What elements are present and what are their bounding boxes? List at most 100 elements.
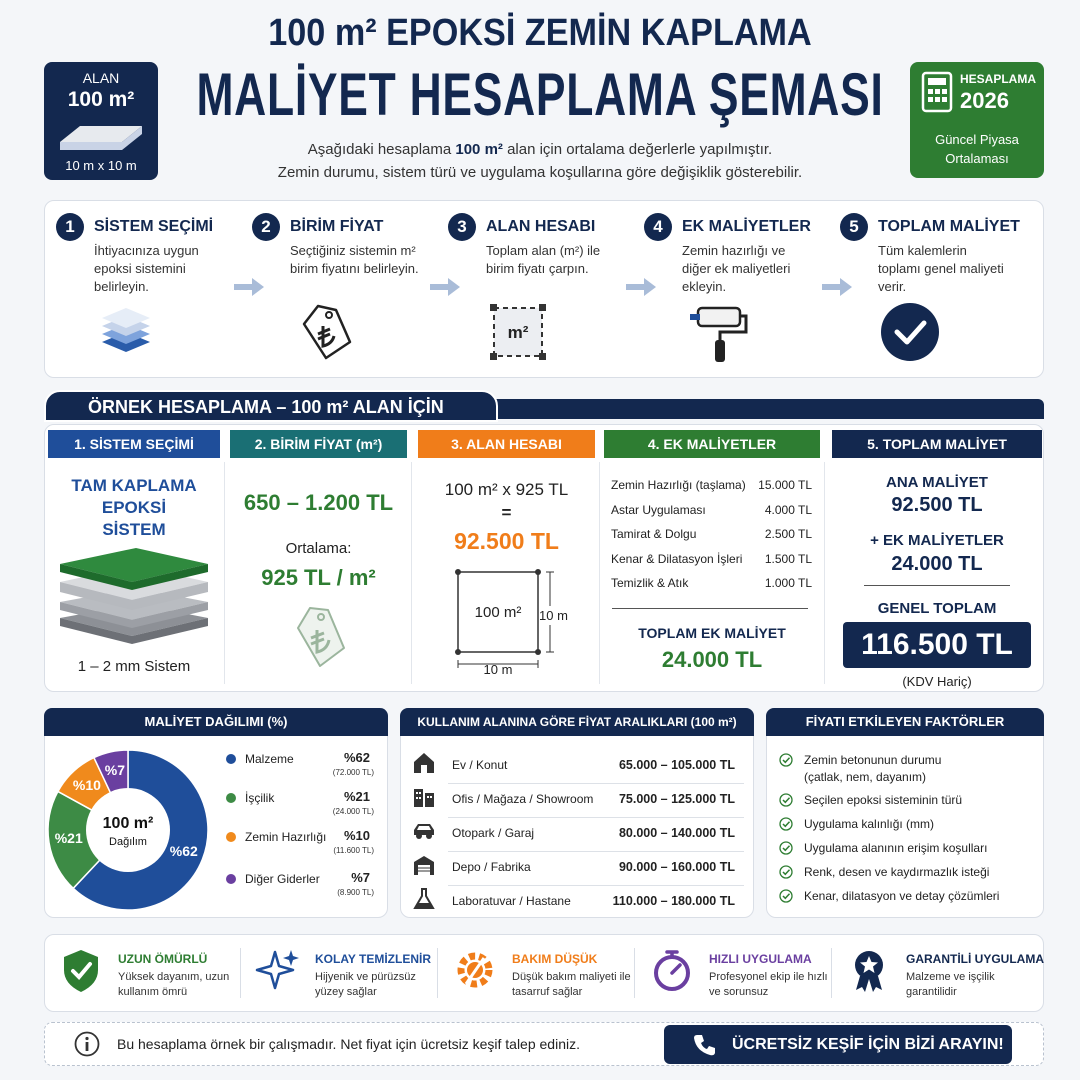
column-header: 3. ALAN HESABI <box>418 430 595 458</box>
extra-cost-label: + EK MALİYETLER <box>870 532 1004 549</box>
phone-icon <box>694 1035 715 1056</box>
icon-part <box>425 793 434 807</box>
icon-part <box>64 950 98 992</box>
icon-part <box>60 582 208 610</box>
area-bottom-label: 10 m <box>483 662 513 677</box>
icon-part <box>317 326 336 348</box>
legend-amount: (11.600 TL) <box>333 846 374 855</box>
legend-dot <box>226 793 236 803</box>
legend-dot <box>226 754 236 764</box>
icon-part <box>928 89 933 94</box>
feature-text: Malzeme ve işçilik garantilidir <box>906 971 995 998</box>
feature-text: Yüksek dayanım, uzun kullanım ömrü <box>118 971 230 998</box>
icon-part <box>414 789 423 807</box>
icon-part <box>782 845 791 852</box>
icon-part <box>421 765 427 773</box>
icon-part <box>665 950 682 975</box>
column-divider <box>411 462 412 684</box>
intro-line-2: Zemin durumu, sistem türü ve uygulama ko… <box>277 164 803 181</box>
icon-part <box>455 569 461 575</box>
step-arrow <box>430 278 460 296</box>
feature-icon <box>64 950 98 992</box>
cta-label: ÜCRETSİZ KEŞİF İÇİN BİZİ ARAYIN! <box>732 1036 1004 1053</box>
icon-part <box>426 833 432 839</box>
intro-line-1: Aşağıdaki hesaplama 100 m² alan için ort… <box>0 141 1080 158</box>
icon-part <box>427 796 429 798</box>
icon-part <box>419 792 421 794</box>
area-result: 92.500 TL <box>454 528 559 554</box>
example-rule <box>490 399 1044 419</box>
area-equals: = <box>501 503 512 522</box>
icon-part <box>860 956 878 973</box>
usage-icon <box>414 789 434 807</box>
icon-part <box>856 976 882 992</box>
icon-part <box>490 353 497 360</box>
factor-text: Seçilen epoksi sisteminin türü <box>804 793 963 807</box>
icon-part <box>935 97 940 102</box>
cta-button[interactable]: ÜCRETSİZ KEŞİF İÇİN BİZİ ARAYIN! <box>664 1025 1012 1064</box>
check-icon <box>779 841 793 855</box>
factor-text: Zemin betonunun durumu (çatlak, nem, day… <box>804 753 942 784</box>
step-icon <box>881 303 939 361</box>
legend-value: %7 <box>351 870 370 885</box>
icon-part <box>690 314 700 320</box>
icon-part <box>779 865 793 879</box>
icon-part <box>60 126 142 142</box>
icon-part <box>455 569 541 655</box>
icon-part <box>535 649 541 655</box>
step-title: EK MALİYETLER <box>682 218 811 235</box>
panel-header: MALİYET DAĞILIMI (%) <box>44 708 388 736</box>
column-header: 5. TOPLAM MALİYET <box>832 430 1042 458</box>
icon-part <box>782 797 791 804</box>
feature-title: GARANTİLİ UYGULAMA <box>906 952 1044 966</box>
icon-part <box>414 753 434 773</box>
system-layers-icon <box>60 548 208 644</box>
feature-text: Profesyonel ekip ile hızlı ve sorunsuz <box>709 971 828 998</box>
price-avg-label: Ortalama: <box>285 540 352 557</box>
usage-label: Depo / Fabrika <box>452 860 531 874</box>
legend-amount: (24.000 TL) <box>332 807 374 816</box>
icon-part <box>430 278 460 296</box>
step-arrow <box>626 278 656 296</box>
icon-part <box>782 893 791 900</box>
extra-item-amount: 1.500 TL <box>764 551 812 566</box>
icon-part <box>928 97 933 102</box>
column-divider <box>224 462 225 684</box>
legend-name: Malzeme <box>245 752 294 766</box>
feature-title: HIZLI UYGULAMA <box>709 952 812 966</box>
icon-part <box>782 757 791 764</box>
row-divider <box>448 783 744 784</box>
icon-part <box>310 630 331 654</box>
extra-item-label: Astar Uygulaması <box>611 502 706 517</box>
icon-part <box>464 957 486 985</box>
check-icon <box>779 865 793 879</box>
extras-total: 24.000 TL <box>661 647 763 672</box>
icon-part <box>297 607 345 667</box>
legend-dot <box>226 874 236 884</box>
step-title: TOPLAM MALİYET <box>878 218 1020 235</box>
row-divider <box>448 851 744 852</box>
icon-part <box>928 89 947 102</box>
feature-title: KOLAY TEMİZLENİR <box>315 952 432 966</box>
step-number: 3 <box>448 213 476 241</box>
feature-icon <box>855 951 883 992</box>
year-badge: HESAPLAMA 2026 Güncel Piyasa Ortalaması <box>910 62 1044 178</box>
icon-part <box>418 867 430 872</box>
steps-panel <box>44 200 1044 378</box>
extras-rule <box>612 608 808 609</box>
factor-text: Uygulama alanının erişim koşulları <box>804 841 988 855</box>
icon-part <box>302 304 352 360</box>
legend-name: İşçilik <box>245 791 275 805</box>
icon-part <box>493 307 543 357</box>
intro-part: Aşağıdaki hesaplama <box>307 141 456 158</box>
usage-label: Otopark / Garaj <box>452 826 535 840</box>
icon-part <box>60 602 208 628</box>
main-cost-label: ANA MALİYET <box>886 474 988 491</box>
title-line-1: 100 m² EPOKSİ ZEMİN KAPLAMA <box>268 12 812 54</box>
icon-part <box>779 793 793 807</box>
row-divider <box>448 885 744 886</box>
extras-total-label: TOPLAM EK MALİYET <box>638 625 786 641</box>
legend-dot <box>226 832 236 842</box>
icon-part <box>626 278 656 296</box>
icon-part <box>74 1031 100 1057</box>
